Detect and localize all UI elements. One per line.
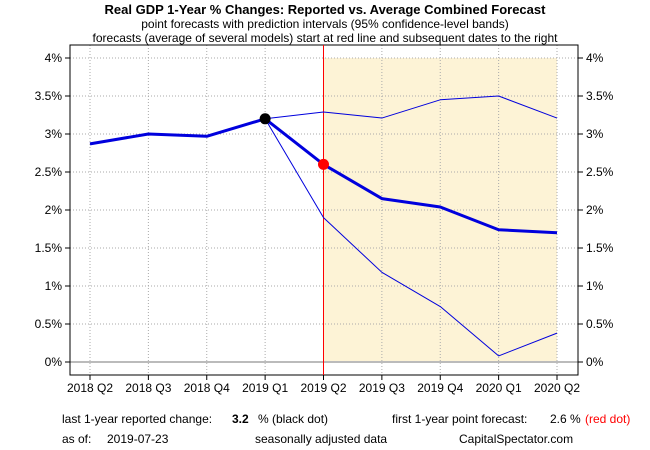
reported-unit: % (black dot) [258, 412, 329, 426]
x-tick-label: 2019 Q1 [242, 381, 288, 395]
asof-label: as of: [62, 432, 92, 446]
y-tick-label-right: 2.5% [586, 165, 614, 179]
y-tick-label-right: 4% [586, 51, 604, 65]
x-tick-label: 2020 Q1 [476, 381, 522, 395]
upper-band-line [265, 95, 558, 120]
lower-band-line [264, 118, 558, 357]
y-tick-label-left: 3% [45, 127, 63, 141]
y-tick-label-right: 3% [586, 127, 604, 141]
y-tick-label-left: 2% [45, 203, 63, 217]
forecast-note: (red dot) [585, 412, 631, 426]
forecast-line [264, 117, 558, 235]
y-tick-label-left: 0% [45, 355, 63, 369]
y-tick-label-left: 1% [45, 279, 63, 293]
forecast-label: first 1-year point forecast: [392, 412, 528, 426]
chart-subtitle-2: forecasts (average of several models) st… [92, 31, 558, 45]
x-tick-label: 2019 Q4 [417, 381, 463, 395]
source-label: CapitalSpectator.com [459, 432, 574, 446]
asof-date: 2019-07-23 [107, 432, 169, 446]
reported-line [89, 117, 266, 146]
y-tick-label-right: 2% [586, 203, 604, 217]
y-tick-label-right: 0% [586, 355, 604, 369]
y-tick-label-left: 1.5% [35, 241, 63, 255]
y-tick-label-right: 3.5% [586, 89, 614, 103]
reported-value: 3.2 [232, 412, 249, 426]
x-tick-label: 2018 Q2 [67, 381, 113, 395]
y-tick-label-left: 3.5% [35, 89, 63, 103]
x-tick-label: 2018 Q3 [125, 381, 171, 395]
y-tick-label-left: 4% [45, 51, 63, 65]
chart-title: Real GDP 1-Year % Changes: Reported vs. … [104, 2, 546, 17]
y-tick-label-right: 1.5% [586, 241, 614, 255]
x-tick-label: 2020 Q2 [534, 381, 580, 395]
y-tick-label-left: 2.5% [35, 165, 63, 179]
y-tick-label-left: 0.5% [35, 317, 63, 331]
chart-subtitle-1: point forecasts with prediction interval… [141, 17, 509, 31]
last-reported-dot [259, 113, 271, 125]
y-tick-label-right: 1% [586, 279, 604, 293]
x-tick-label: 2019 Q2 [300, 381, 346, 395]
forecast-value: 2.6 % [550, 412, 581, 426]
reported-label: last 1-year reported change: [62, 412, 213, 426]
y-tick-label-right: 0.5% [586, 317, 614, 331]
adjusted-note: seasonally adjusted data [255, 432, 388, 446]
x-tick-label: 2019 Q3 [359, 381, 405, 395]
x-tick-label: 2018 Q4 [184, 381, 230, 395]
first-forecast-dot [318, 158, 329, 170]
